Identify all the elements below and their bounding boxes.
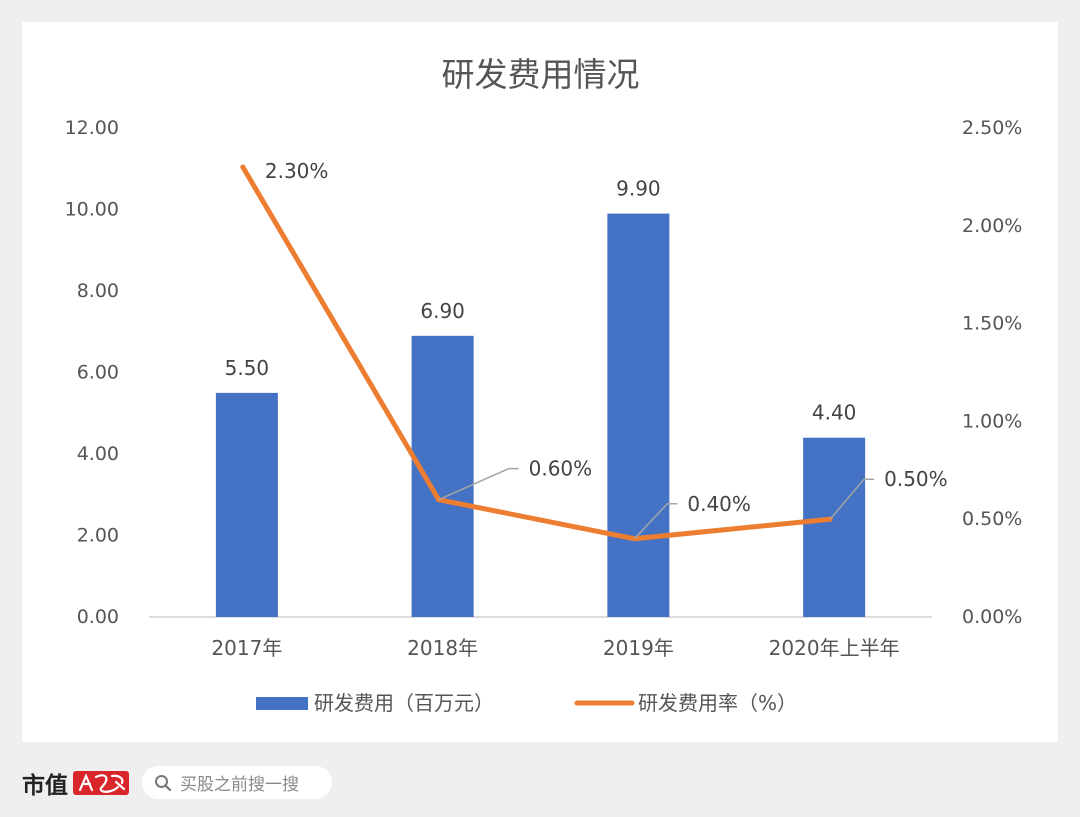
y-left-tick-label: 10.00: [65, 199, 119, 221]
x-tick-label: 2018年: [407, 636, 478, 660]
rate-line: [240, 164, 833, 542]
bar-data-label: 6.90: [420, 299, 465, 323]
bar-data-label: 9.90: [616, 177, 661, 201]
bar-4: [803, 437, 866, 617]
y-right-tick-label: 2.00%: [962, 215, 1022, 237]
brand-logo[interactable]: 市值: [22, 766, 130, 800]
y-right-tick-label: 2.50%: [962, 117, 1022, 139]
legend-label-line: 研发费用率（%）: [638, 691, 797, 715]
bar-3: [607, 213, 670, 617]
search-placeholder: 买股之前搜一搜: [180, 775, 299, 795]
y-left-tick-label: 8.00: [77, 280, 119, 302]
chart-title: 研发费用情况: [442, 55, 640, 94]
search-icon: [154, 774, 172, 792]
legend-label-bar: 研发费用（百万元）: [314, 691, 494, 715]
rate-point: [240, 164, 246, 170]
y-right-tick-label: 0.00%: [962, 606, 1022, 628]
y-left-tick-label: 6.00: [77, 362, 119, 384]
legend-swatch-bar: [256, 697, 308, 710]
x-tick-label: 2017年: [211, 636, 282, 660]
chart-canvas: 研发费用情况 0.00 2.00 4.00 6.00 8.00 10.00 12.00 0.00…: [65, 55, 1023, 715]
y-right-tick-label: 1.50%: [962, 313, 1022, 335]
line-data-label: 0.60%: [529, 457, 593, 481]
y-left-tick-label: 0.00: [77, 606, 119, 628]
y-right-tick-label: 0.50%: [962, 508, 1022, 530]
feng-seal-logo: [72, 769, 130, 797]
bar-2: [411, 335, 474, 617]
data-label-leader: [829, 478, 875, 520]
line-data-label: 0.40%: [687, 492, 751, 516]
data-label-leader: [438, 467, 519, 501]
footer-bar: 市值 买股之前搜一搜: [0, 750, 1080, 817]
y-right-tick-label: 1.00%: [962, 410, 1022, 432]
x-tick-label: 2020年上半年: [769, 636, 900, 660]
brand-name: 市值: [22, 772, 68, 799]
line-data-label: 2.30%: [265, 159, 329, 183]
y-left-tick-label: 4.00: [77, 443, 119, 465]
bar-1: [215, 392, 278, 617]
bar-data-label: 4.40: [812, 401, 857, 425]
data-label-leader: [633, 503, 678, 540]
line-data-label: 0.50%: [884, 467, 948, 491]
chart-card: 研发费用情况 0.00 2.00 4.00 6.00 8.00 10.00 12.00 0.00…: [22, 22, 1058, 742]
x-tick-label: 2019年: [603, 636, 674, 660]
y-left-tick-label: 12.00: [65, 117, 119, 139]
bar-data-label: 5.50: [225, 356, 270, 380]
y-left-tick-label: 2.00: [77, 525, 119, 547]
search-box[interactable]: 买股之前搜一搜: [142, 766, 332, 799]
